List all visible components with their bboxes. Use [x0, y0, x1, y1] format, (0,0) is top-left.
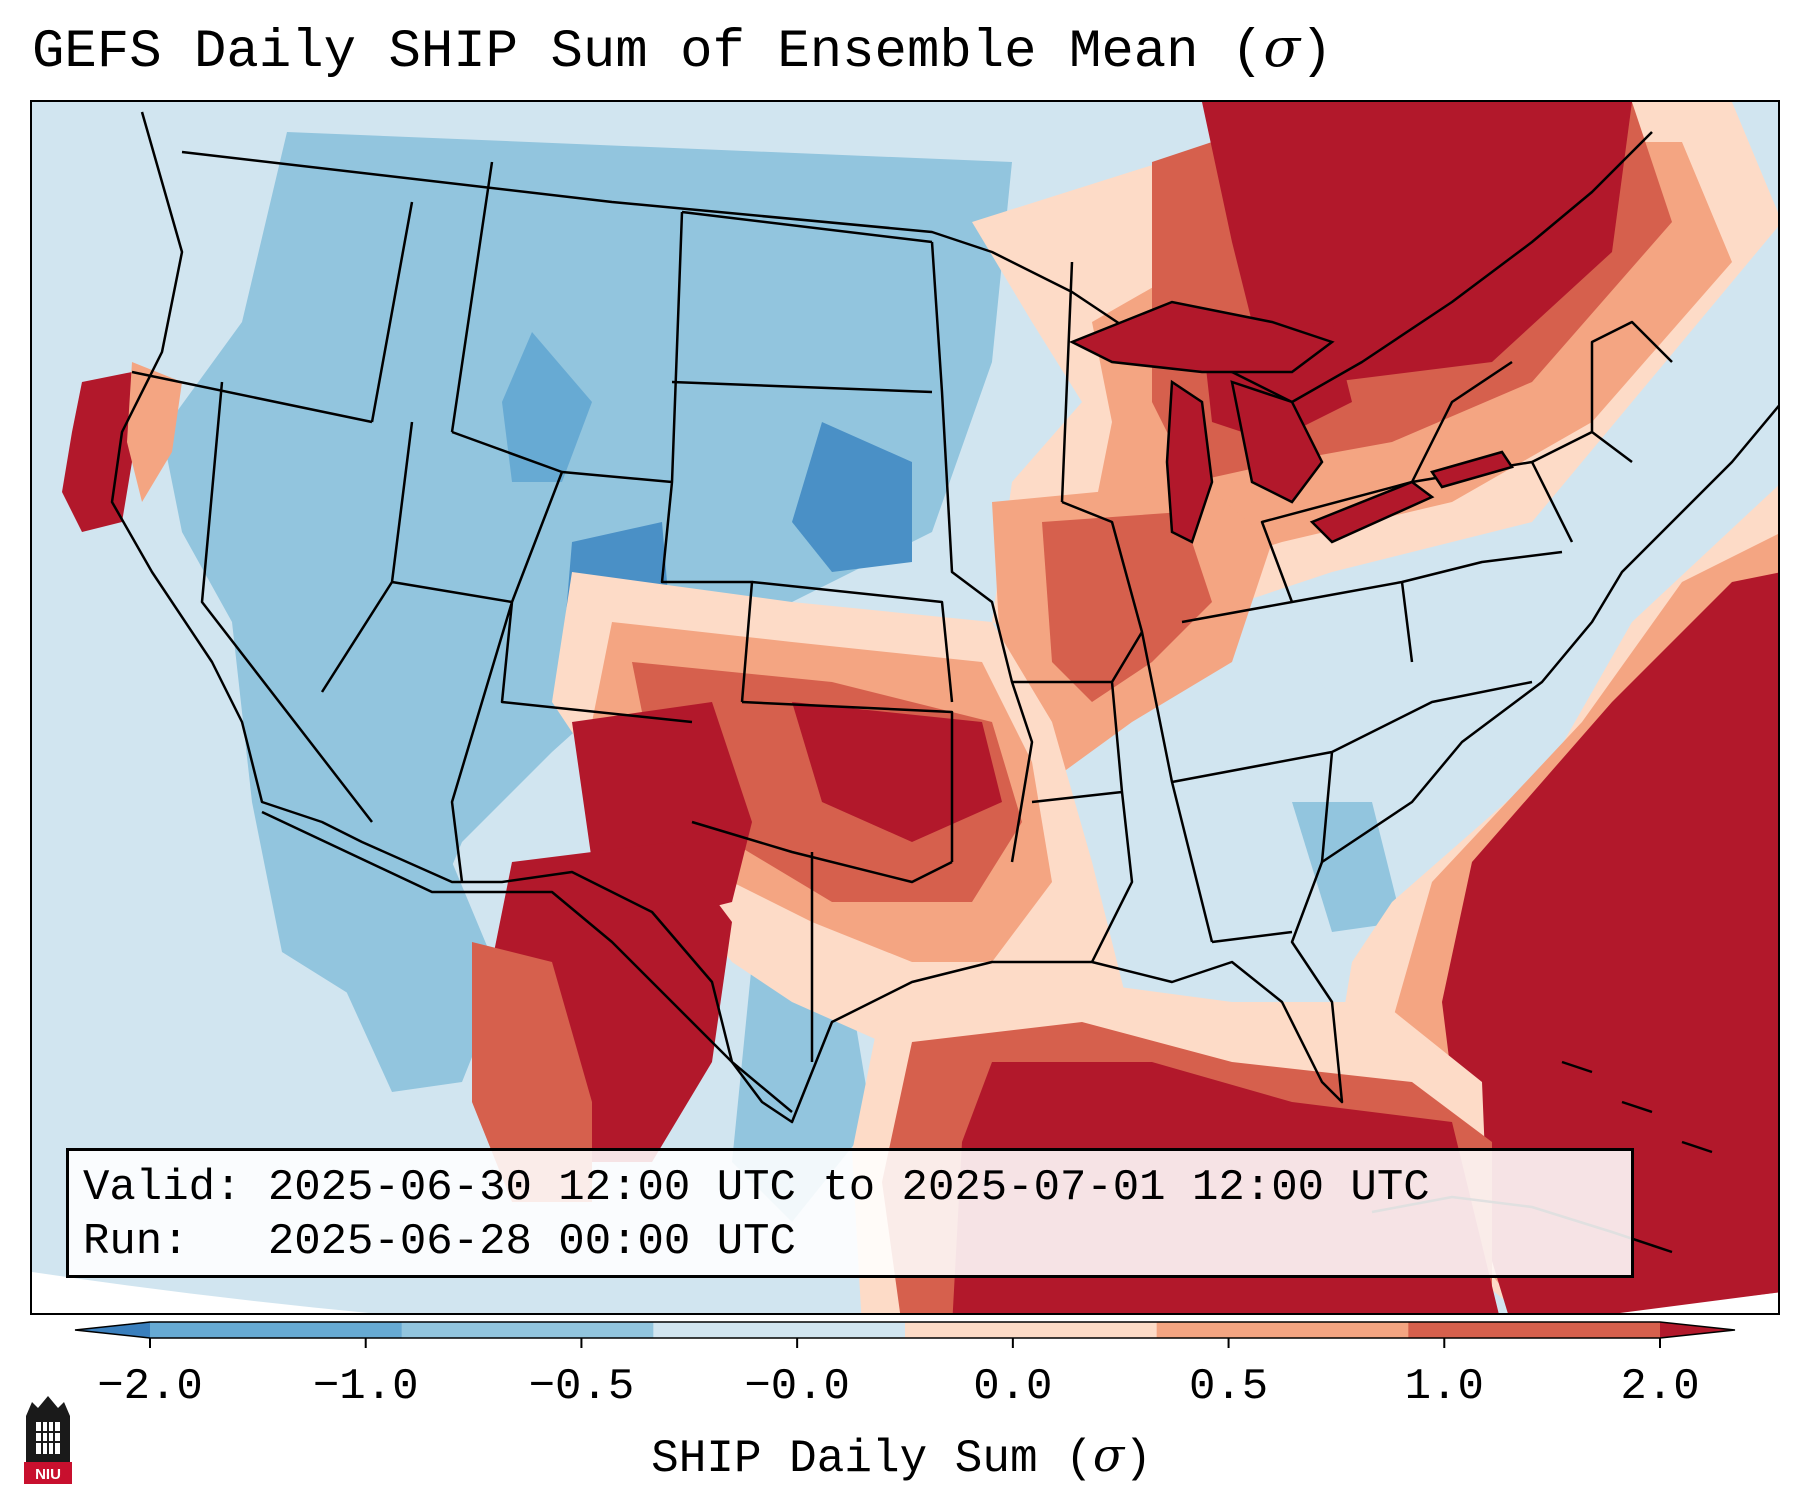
run-value: 2025-06-28 00:00 UTC — [267, 1217, 796, 1267]
map-svg — [32, 102, 1778, 1313]
colorbar-tick-label: −0.5 — [528, 1362, 635, 1412]
run-row: Run: 2025-06-28 00:00 UTC — [83, 1215, 1617, 1269]
lake-michigan — [1165, 379, 1214, 544]
title-text: GEFS Daily SHIP Sum of Ensemble Mean ( — [32, 22, 1264, 83]
northern-mexico-red — [472, 942, 592, 1202]
colorbar-tick-label: −2.0 — [97, 1362, 203, 1412]
mexico-border — [261, 810, 793, 1113]
colorbar-extend-high — [1660, 1322, 1735, 1338]
colorbar-tick-label: 0.0 — [973, 1362, 1053, 1412]
mid-atlantic-light-blue — [1272, 572, 1592, 722]
colorbar-tick-label: 2.0 — [1620, 1362, 1700, 1412]
lake-ontario — [1430, 450, 1514, 489]
us-outline — [110, 111, 1778, 1124]
colorbar-segment — [401, 1322, 654, 1338]
ontario-quebec-dark-red — [1202, 102, 1632, 382]
great-plains-blue — [502, 332, 592, 482]
colorbar-tick-label: 0.5 — [1188, 1362, 1269, 1412]
midwest-red — [1042, 512, 1212, 702]
political-borders — [110, 111, 1778, 1124]
lake-superior — [1068, 300, 1335, 374]
valid-label: Valid: — [83, 1163, 242, 1213]
oklahoma-dark-red — [792, 702, 1002, 842]
valid-value: 2025-06-30 12:00 UTC to 2025-07-01 12:00… — [267, 1163, 1430, 1213]
title-sigma: σ — [1263, 16, 1301, 79]
colorbar-segment — [905, 1322, 1158, 1338]
colorbar-segment — [150, 1322, 403, 1338]
title-close: ) — [1300, 22, 1333, 83]
colorbar — [74, 1321, 1736, 1348]
niu-logo: NIU — [24, 1396, 72, 1484]
lake-huron — [1230, 380, 1324, 504]
nebraska-blue — [792, 422, 912, 572]
colorbar-label-close: ) — [1124, 1433, 1152, 1485]
colorbar-tick-label: −1.0 — [312, 1362, 419, 1412]
colorbar-label: SHIP Daily Sum (σ) — [0, 1428, 1803, 1485]
state-lines-west — [131, 161, 754, 883]
southwest-blue — [332, 832, 502, 1092]
great-lakes — [1068, 300, 1514, 544]
logo-band — [24, 1462, 72, 1484]
southeast-mid-blue — [1292, 802, 1402, 932]
colorbar-label-sigma: σ — [1092, 1428, 1125, 1482]
colorbar-extend-low — [75, 1322, 150, 1338]
logo-text: NIU — [35, 1466, 61, 1483]
colorbar-label-text: SHIP Daily Sum ( — [651, 1433, 1093, 1485]
valid-row: Valid: 2025-06-30 12:00 UTC to 2025-07-0… — [83, 1161, 1617, 1215]
atlantic-dark-red — [1442, 572, 1778, 1313]
lake-erie — [1309, 480, 1435, 544]
bahamas-islands — [1561, 1060, 1713, 1154]
colorbar-tick-label: 1.0 — [1404, 1362, 1484, 1412]
chart-title: GEFS Daily SHIP Sum of Ensemble Mean (σ) — [32, 18, 1333, 82]
info-box: Valid: 2025-06-30 12:00 UTC to 2025-07-0… — [66, 1148, 1634, 1278]
map-panel — [30, 100, 1780, 1315]
run-label: Run: — [83, 1217, 189, 1267]
logo-window-bars — [36, 1422, 60, 1454]
california-dark-red — [62, 372, 137, 532]
colorbar-segment — [1156, 1322, 1409, 1338]
colorbar-tick-label: −0.0 — [744, 1362, 850, 1412]
colorbar-segment — [1408, 1322, 1661, 1338]
colorbar-segment — [653, 1322, 906, 1338]
